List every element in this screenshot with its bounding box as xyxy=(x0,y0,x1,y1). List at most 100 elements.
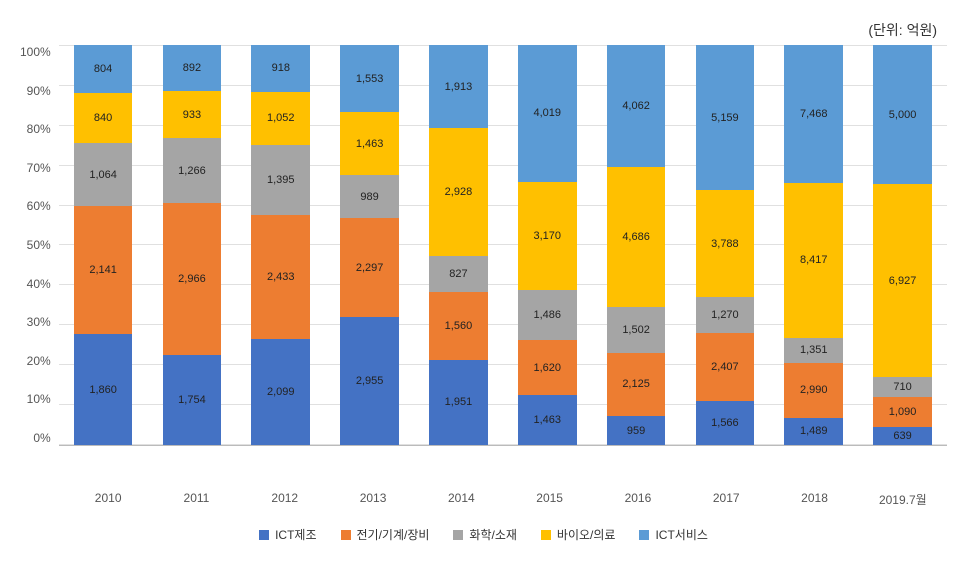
segment-value: 1,270 xyxy=(711,309,739,321)
x-tick: 2014 xyxy=(417,485,505,508)
segment-value: 959 xyxy=(627,425,645,437)
x-tick: 2018 xyxy=(770,485,858,508)
bar: 959 2,125 1,502 4,686 4,062 xyxy=(607,45,666,445)
segment-value: 1,754 xyxy=(178,394,206,406)
x-tick: 2015 xyxy=(505,485,593,508)
chart: 100%90%80%70%60%50%40%30%20%10%0% 1,8602… xyxy=(20,45,947,485)
y-tick: 40% xyxy=(27,277,51,291)
y-tick: 80% xyxy=(27,122,51,136)
segment-value: 1,620 xyxy=(533,362,561,374)
y-tick: 90% xyxy=(27,84,51,98)
bar-column: 1,754 2,966 1,266 933 892 xyxy=(148,45,237,445)
bar-segment: 1,553 xyxy=(340,45,399,112)
x-tick: 2017 xyxy=(682,485,770,508)
segment-value: 1,566 xyxy=(711,417,739,429)
x-tick: 2012 xyxy=(241,485,329,508)
bar-segment: 1,395 xyxy=(251,145,310,216)
bar-column: 2,9552,2979891,4631,553 xyxy=(325,45,414,445)
bar-column: 1,5662,4071,2703,7885,159 xyxy=(681,45,770,445)
bar-column: 1,489 2,990 1,351 8,417 7,468 xyxy=(769,45,858,445)
bar-segment: 2,407 xyxy=(696,333,755,401)
segment-value: 1,266 xyxy=(178,165,206,177)
segment-value: 4,062 xyxy=(622,100,650,112)
unit-label: (단위: 억원) xyxy=(20,20,947,40)
segment-value: 2,125 xyxy=(622,378,650,390)
bar-segment: 989 xyxy=(340,175,399,218)
bar-segment: 959 xyxy=(607,416,666,445)
segment-value: 1,052 xyxy=(267,112,295,124)
bar-segment: 2,966 xyxy=(163,203,222,355)
bar-segment: 1,090 xyxy=(873,397,932,427)
bar-segment: 1,463 xyxy=(340,112,399,175)
bar-segment: 892 xyxy=(163,45,222,91)
bar-segment: 2,125 xyxy=(607,353,666,417)
segment-value: 933 xyxy=(183,109,201,121)
bar-segment: 2,099 xyxy=(251,339,310,445)
bar-segment: 827 xyxy=(429,256,488,292)
bar-segment: 1,754 xyxy=(163,355,222,445)
segment-value: 3,170 xyxy=(533,230,561,242)
legend-item: 전기/기계/장비 xyxy=(341,526,430,543)
bar: 1,9511,5608272,9281,913 xyxy=(429,45,488,445)
segment-value: 639 xyxy=(893,430,911,442)
segment-value: 710 xyxy=(893,381,911,393)
legend-label: 바이오/의료 xyxy=(557,526,616,543)
segment-value: 5,159 xyxy=(711,112,739,124)
bar-segment: 7,468 xyxy=(784,45,843,183)
y-tick: 10% xyxy=(27,392,51,406)
segment-value: 1,351 xyxy=(800,344,828,356)
legend-swatch xyxy=(259,530,269,540)
plot-area: 1,8602,1411,0648408041,7542,9661,2669338… xyxy=(59,45,947,446)
y-axis: 100%90%80%70%60%50%40%30%20%10%0% xyxy=(20,45,59,445)
segment-value: 7,468 xyxy=(800,108,828,120)
segment-value: 4,686 xyxy=(622,231,650,243)
bar-segment: 1,489 xyxy=(784,418,843,445)
segment-value: 1,489 xyxy=(800,425,828,437)
bar-segment: 2,141 xyxy=(74,206,133,334)
legend-label: 전기/기계/장비 xyxy=(357,526,430,543)
bar-segment: 2,955 xyxy=(340,317,399,445)
bar-segment: 4,686 xyxy=(607,167,666,308)
x-tick: 2010 xyxy=(64,485,152,508)
bar-segment: 1,351 xyxy=(784,338,843,363)
segment-value: 6,927 xyxy=(889,275,917,287)
x-tick: 2019.7월 xyxy=(859,485,947,508)
bar-segment: 710 xyxy=(873,377,932,397)
segment-value: 1,502 xyxy=(622,324,650,336)
segment-value: 989 xyxy=(360,191,378,203)
segment-value: 8,417 xyxy=(800,254,828,266)
y-tick: 100% xyxy=(20,45,51,59)
legend-item: 바이오/의료 xyxy=(541,526,616,543)
legend-swatch xyxy=(453,530,463,540)
legend-item: ICT제조 xyxy=(259,526,316,543)
bar-segment: 1,502 xyxy=(607,307,666,352)
bar-segment: 6,927 xyxy=(873,184,932,377)
bar: 2,099 2,433 1,395 1,052 918 xyxy=(251,45,310,445)
bar-segment: 918 xyxy=(251,45,310,91)
segment-value: 840 xyxy=(94,112,112,124)
segment-value: 892 xyxy=(183,62,201,74)
segment-value: 1,553 xyxy=(356,73,384,85)
segment-value: 2,433 xyxy=(267,271,295,283)
y-tick: 30% xyxy=(27,315,51,329)
segment-value: 1,951 xyxy=(445,396,473,408)
bar-segment: 1,860 xyxy=(74,334,133,445)
segment-value: 1,913 xyxy=(445,81,473,93)
bar-column: 959 2,125 1,502 4,686 4,062 xyxy=(592,45,681,445)
bar-segment: 804 xyxy=(74,45,133,93)
legend-item: ICT서비스 xyxy=(639,526,707,543)
bar-column: 1,4631,6201,4863,1704,019 xyxy=(503,45,592,445)
bar-segment: 2,990 xyxy=(784,363,843,418)
bar-segment: 1,052 xyxy=(251,92,310,145)
bar-column: 1,9511,5608272,9281,913 xyxy=(414,45,503,445)
segment-value: 804 xyxy=(94,63,112,75)
x-tick: 2016 xyxy=(594,485,682,508)
bar: 1,8602,1411,064840804 xyxy=(74,45,133,445)
segment-value: 1,463 xyxy=(356,138,384,150)
segment-value: 2,099 xyxy=(267,386,295,398)
segment-value: 2,141 xyxy=(89,264,117,276)
legend: ICT제조전기/기계/장비화학/소재바이오/의료ICT서비스 xyxy=(20,526,947,543)
legend-label: ICT제조 xyxy=(275,526,316,543)
y-tick: 60% xyxy=(27,199,51,213)
legend-label: ICT서비스 xyxy=(655,526,707,543)
